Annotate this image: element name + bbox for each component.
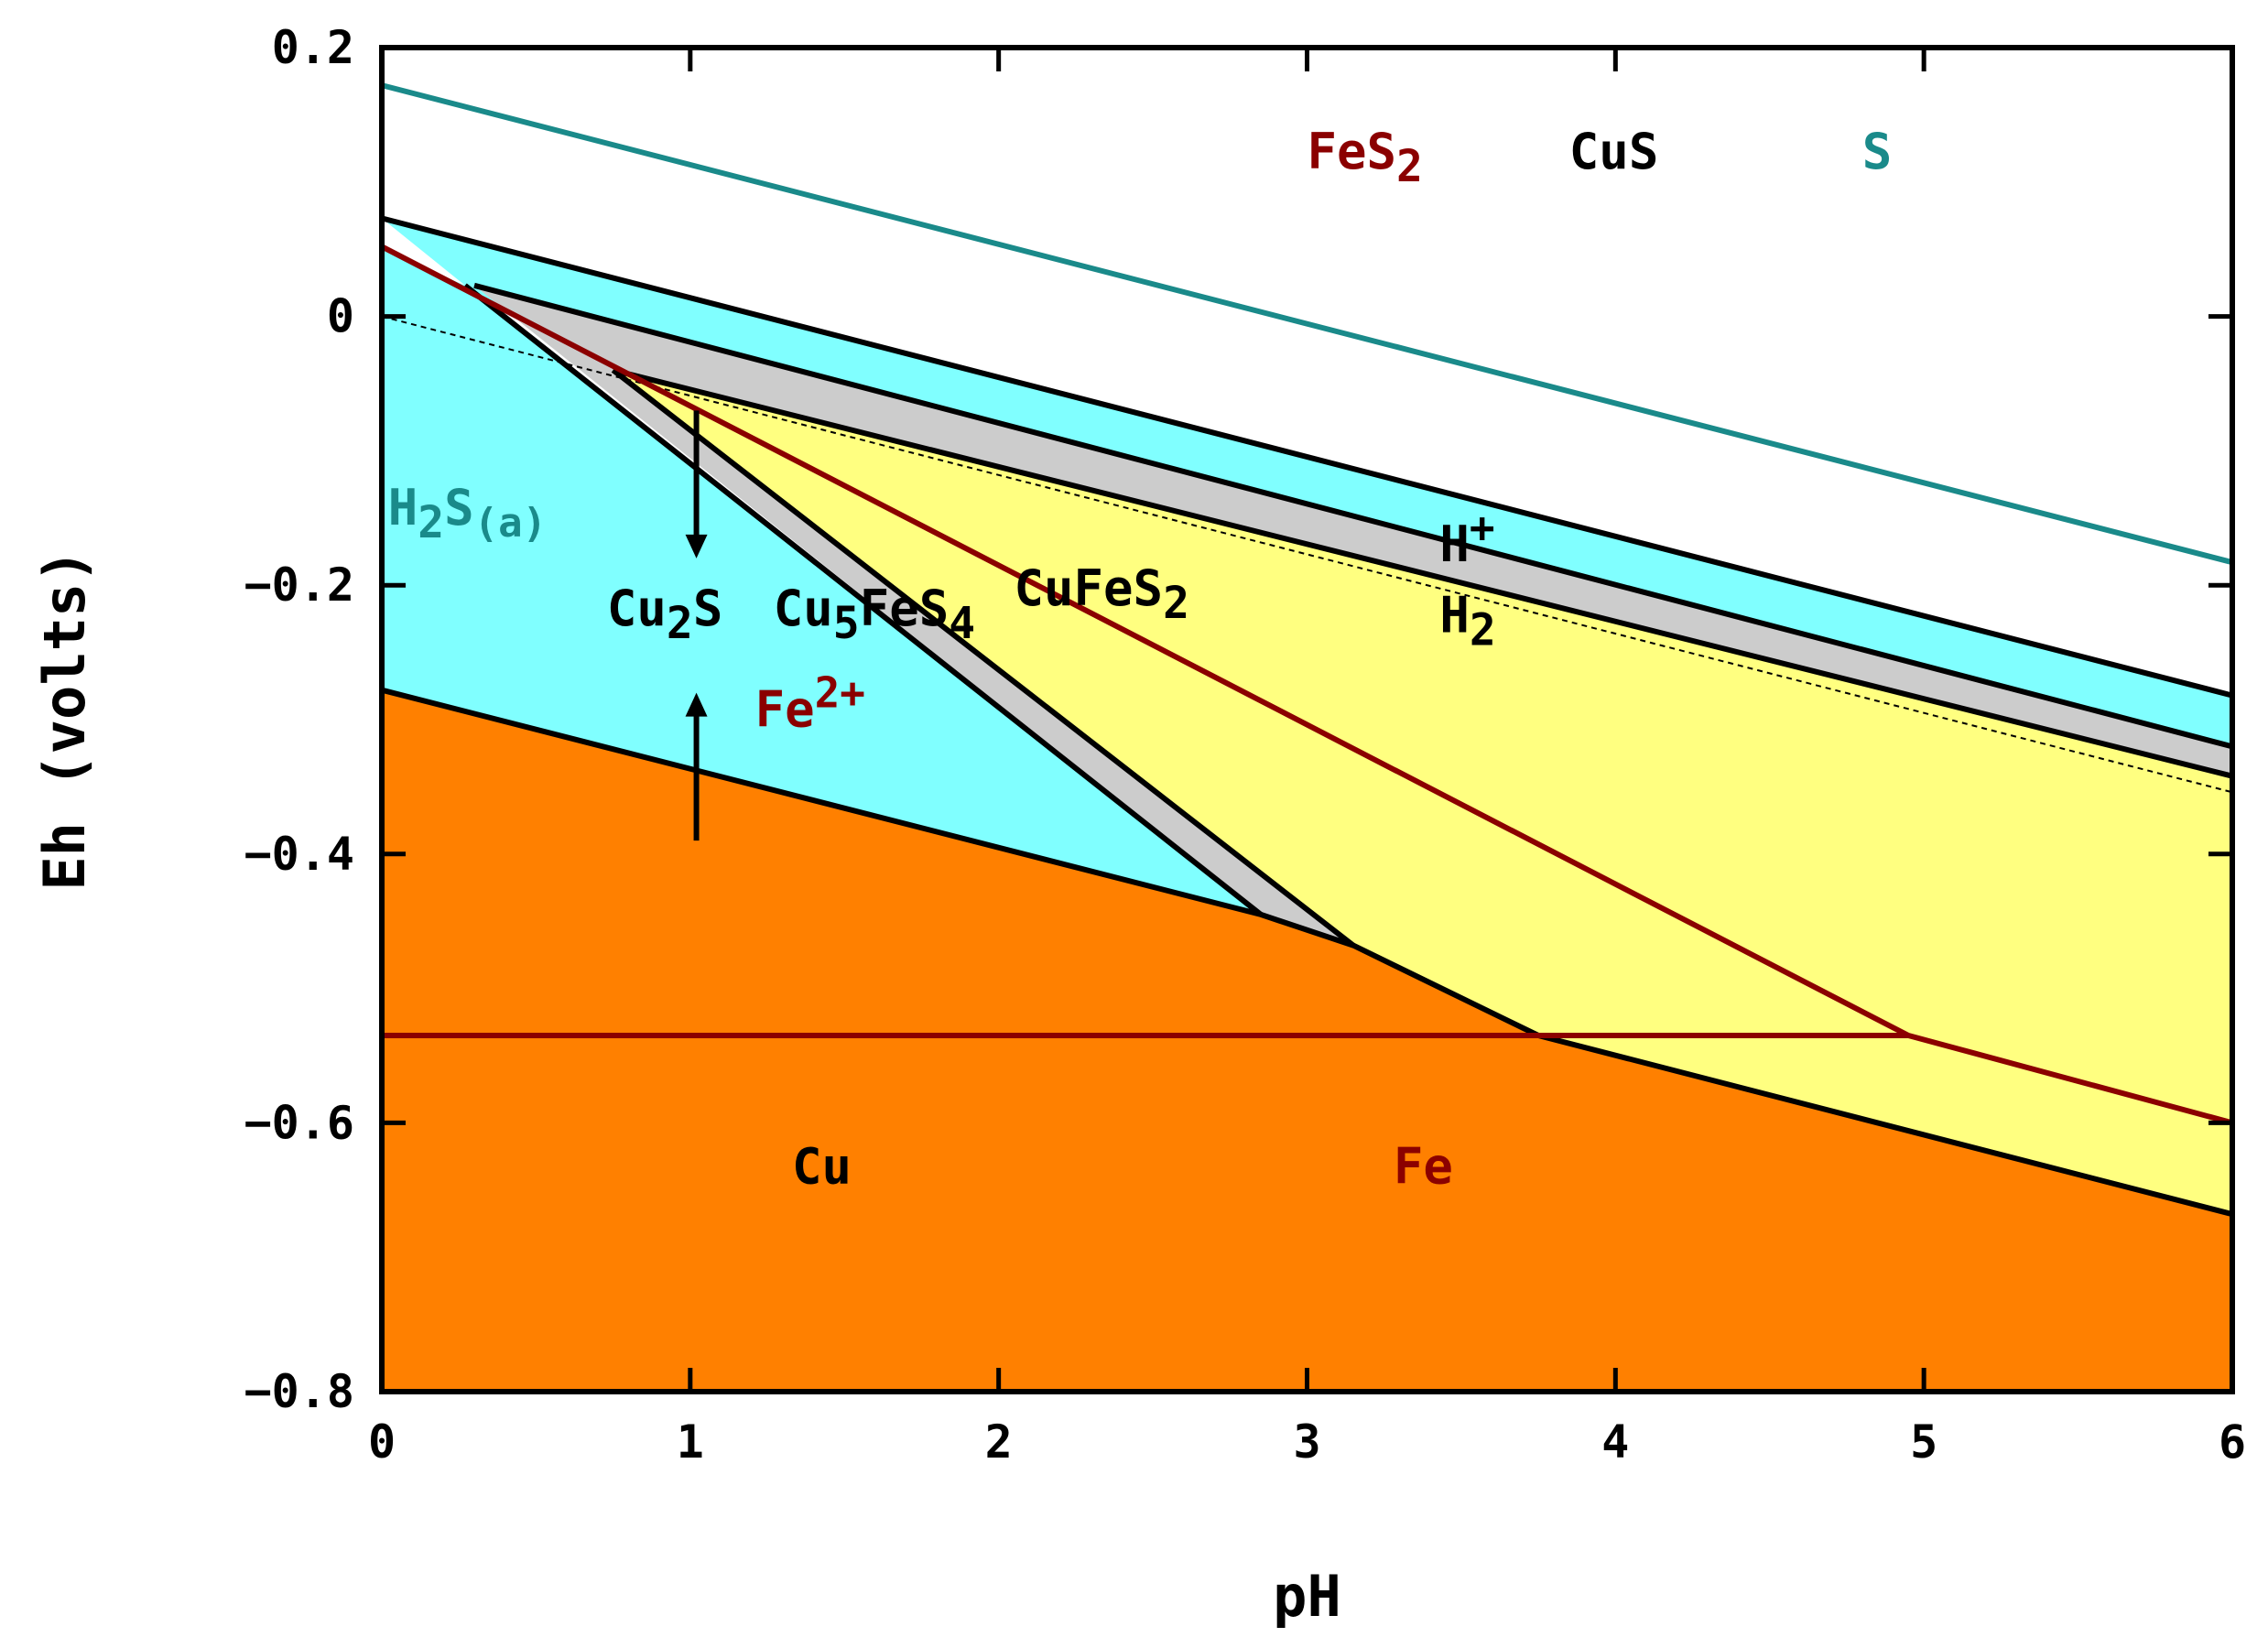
y-tick-label: −0.2 bbox=[244, 558, 354, 612]
y-tick-label: −0.4 bbox=[244, 828, 354, 881]
y-tick-label: −0.8 bbox=[244, 1365, 354, 1418]
orange-field bbox=[382, 689, 2232, 1392]
label-h-plus: H+ bbox=[1439, 503, 1494, 573]
label-h2: H2 bbox=[1439, 587, 1495, 656]
s-boundary bbox=[381, 82, 2233, 566]
cu5fes4-cufes2-boundary bbox=[611, 367, 1355, 948]
arrow-up bbox=[685, 692, 708, 841]
water-stability-line bbox=[381, 315, 2233, 794]
y-tick-label: 0.2 bbox=[272, 21, 354, 74]
label-h2s: H2S(a) bbox=[388, 479, 547, 548]
cufes2-upper-boundary bbox=[612, 367, 2233, 779]
x-tick-label: 0 bbox=[368, 1415, 396, 1469]
y-axis-ticks: 0.2 0 −0.2 −0.4 −0.6 −0.8 bbox=[244, 21, 2232, 1418]
cu2s-cu5fes4-boundary bbox=[463, 283, 1263, 917]
x-tick-label: 2 bbox=[985, 1415, 1013, 1469]
x-tick-label: 5 bbox=[1910, 1415, 1937, 1469]
arrows bbox=[685, 410, 708, 841]
label-fes2: FeS2 bbox=[1308, 123, 1423, 192]
grey-band-upper bbox=[474, 285, 2232, 776]
label-s: S bbox=[1862, 123, 1893, 180]
x-axis-title: pH bbox=[1273, 1563, 1341, 1630]
x-tick-label: 4 bbox=[1601, 1415, 1629, 1469]
y-tick-label: −0.6 bbox=[244, 1096, 354, 1149]
x-tick-label: 1 bbox=[677, 1415, 704, 1469]
label-cu: Cu bbox=[792, 1137, 852, 1195]
cus-grey-boundary bbox=[473, 282, 2233, 750]
region-labels: FeS2 CuS S H2S(a) Cu2S Cu5FeS4 CuFeS2 H+ H2 Fe2+ C… bbox=[388, 123, 1893, 1195]
label-cufes2: CuFeS2 bbox=[1015, 559, 1189, 629]
h2-water-line bbox=[381, 315, 2233, 794]
cus-upper-boundary bbox=[381, 215, 2233, 699]
label-fe: Fe bbox=[1394, 1137, 1453, 1195]
stability-fields bbox=[382, 218, 2232, 1392]
y-axis-title: Eh (volts) bbox=[31, 548, 98, 890]
arrow-down bbox=[685, 410, 708, 558]
y-tick-label: 0 bbox=[327, 290, 354, 343]
sulfide-metal-boundary bbox=[1260, 912, 2233, 1218]
x-tick-label: 6 bbox=[2219, 1415, 2246, 1469]
label-cu2s: Cu2S bbox=[607, 580, 722, 649]
boundary-lines bbox=[380, 82, 2233, 1218]
x-axis-ticks: 0 1 2 3 4 5 6 bbox=[368, 48, 2246, 1469]
label-cu5fes4: Cu5FeS4 bbox=[774, 580, 975, 649]
x-tick-label: 3 bbox=[1293, 1415, 1320, 1469]
yellow-field bbox=[613, 370, 2232, 1215]
h2s-cu-boundary bbox=[381, 687, 1262, 917]
label-cus: CuS bbox=[1569, 123, 1659, 180]
label-fe2plus: Fe2+ bbox=[755, 668, 865, 739]
